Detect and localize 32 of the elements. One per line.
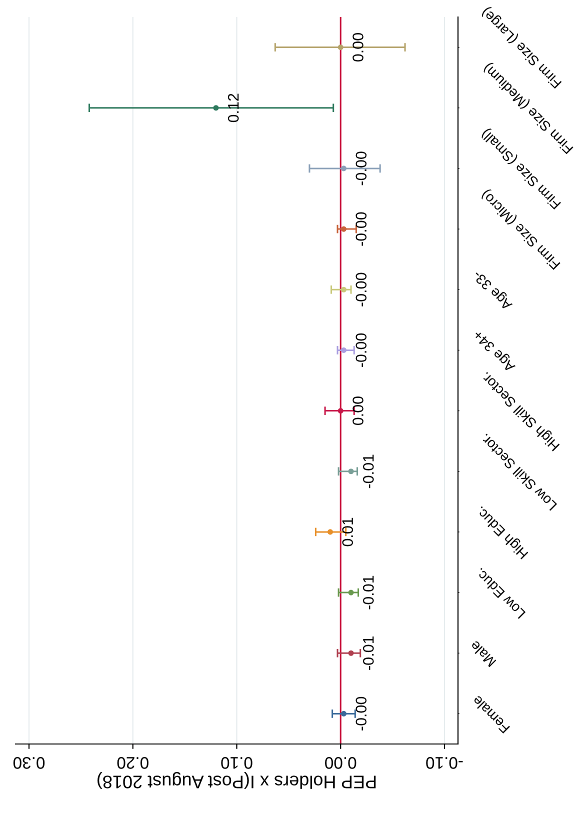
x-axis-title: PEP Holders x I(Post August 2018) (98, 772, 376, 789)
data-label: 0.12 (228, 94, 239, 122)
point (340, 226, 347, 232)
point (348, 650, 354, 656)
data-label: -0.01 (362, 576, 374, 610)
data-label: 0.00 (352, 33, 364, 62)
point (340, 166, 347, 172)
x-tick-label: 0.30 (13, 757, 45, 769)
data-label: -0.01 (362, 636, 374, 670)
point (340, 347, 347, 353)
point (213, 105, 219, 111)
x-tick-label: 0.20 (117, 757, 148, 769)
y-tick-label: Age 34+ (472, 328, 518, 373)
data-label: -0.00 (356, 152, 367, 186)
data-label: -0.01 (362, 454, 374, 488)
point (327, 529, 334, 535)
data-label: -0.00 (356, 272, 367, 306)
point (348, 590, 354, 596)
data-label: -0.00 (356, 333, 367, 367)
data-label: 0.01 (342, 518, 354, 546)
data-label: -0.00 (356, 212, 367, 246)
x-tick-label: 0.10 (221, 757, 252, 769)
point (338, 408, 344, 414)
data-label: -0.00 (356, 696, 367, 730)
x-tick-label: -0.10 (426, 757, 463, 769)
point (338, 44, 344, 50)
data-label: 0.00 (352, 396, 364, 426)
point (340, 286, 347, 292)
point (340, 710, 347, 716)
y-tick-label: Age 33- (472, 268, 515, 312)
point (348, 468, 354, 474)
x-tick-label: 0.00 (325, 757, 356, 769)
